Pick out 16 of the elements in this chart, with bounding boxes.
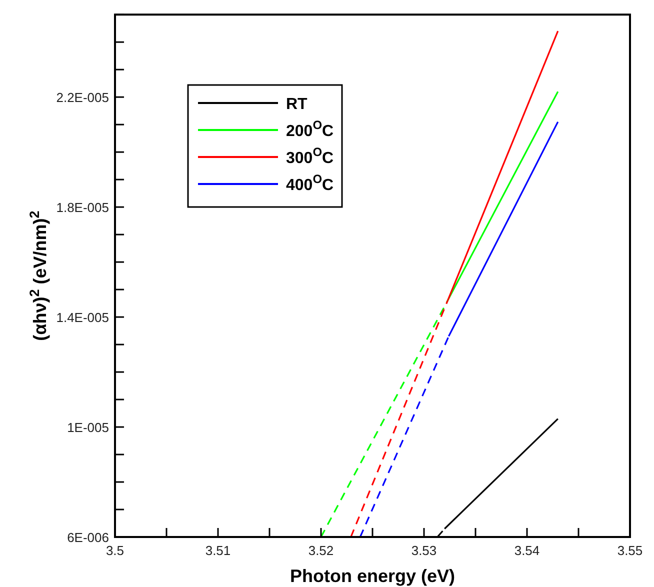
legend-label: 300$^{O}$C [286,145,334,167]
x-tick-label: 3.53 [411,543,437,558]
y-tick-label: 1.8E-005 [56,200,109,216]
y-tick-label: 1E-005 [67,420,109,436]
x-tick-label: 3.52 [308,543,334,558]
y-tick-label: 2.2E-005 [56,90,109,106]
legend-label: 200$^{O}$C [286,118,334,140]
x-tick-label: 3.55 [617,543,643,558]
legend-label: 400$^{O}$C [286,172,334,194]
y-tick-label: 1.4E-005 [56,310,109,326]
x-tick-label: 3.5 [106,543,124,558]
legend-label: RT [286,96,308,113]
x-axis-title: Photon energy (eV) [290,566,456,586]
y-tick-label: 6E-006 [67,530,109,545]
x-tick-label: 3.51 [205,543,231,558]
x-tick-label: 3.54 [514,543,540,558]
